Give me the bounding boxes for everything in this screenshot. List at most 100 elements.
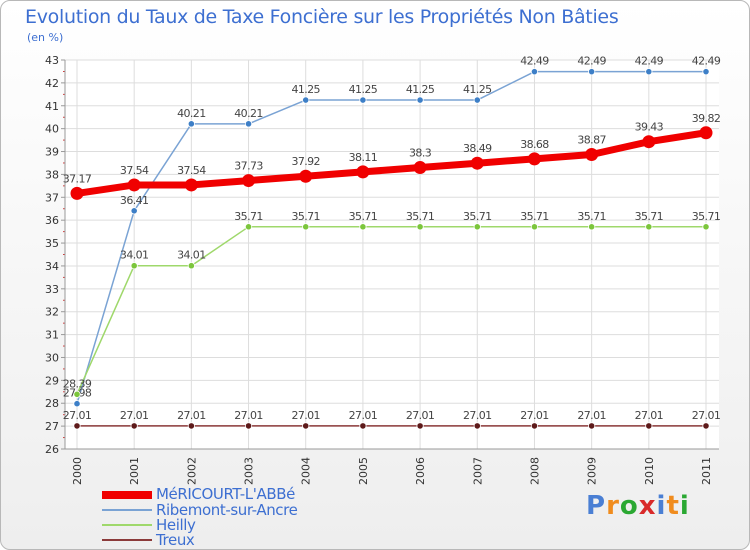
data-point [187, 120, 195, 128]
data-label: 42.49 [577, 55, 606, 68]
data-label: 35.71 [234, 210, 263, 223]
data-label: 34.01 [120, 249, 149, 262]
logo-letter: t [666, 491, 680, 521]
data-label: 38.3 [409, 147, 432, 160]
data-point [413, 161, 427, 175]
y-tick-label: 32 [45, 306, 59, 319]
legend-label-heilly: Heilly [156, 516, 196, 534]
legend-swatch-treux [102, 539, 152, 541]
data-label: 27.01 [349, 409, 378, 422]
data-point [359, 96, 367, 104]
data-label: 41.25 [463, 83, 492, 96]
chart-unit-label: (en %) [27, 31, 64, 44]
data-label: 37.54 [177, 164, 206, 177]
x-tick-label: 2005 [357, 457, 370, 485]
logo-letter: i [679, 491, 690, 521]
data-label: 37.92 [291, 155, 320, 168]
data-point [73, 422, 81, 430]
legend-swatch-heilly [102, 524, 152, 526]
chart-title: Evolution du Taux de Taxe Foncière sur l… [25, 6, 619, 28]
data-label: 38.68 [520, 138, 549, 151]
data-point [359, 422, 367, 430]
data-label: 27.01 [577, 409, 606, 422]
data-point [130, 422, 138, 430]
data-point [470, 156, 484, 170]
data-point [585, 148, 599, 162]
logo-letter: r [606, 491, 620, 521]
data-point [127, 178, 141, 192]
y-tick-label: 36 [45, 214, 59, 227]
data-point [702, 422, 710, 430]
data-point [416, 96, 424, 104]
data-label: 35.71 [635, 210, 664, 223]
data-point [645, 223, 653, 231]
data-point [130, 262, 138, 270]
data-point [416, 223, 424, 231]
data-label: 34.01 [177, 249, 206, 262]
y-tick-label: 42 [45, 77, 59, 90]
data-point [702, 68, 710, 76]
y-tick-label: 43 [45, 54, 59, 67]
data-point [642, 135, 656, 149]
data-point [473, 422, 481, 430]
logo-letter: x [638, 491, 657, 521]
data-label: 35.71 [406, 210, 435, 223]
y-tick-label: 26 [45, 443, 59, 456]
y-tick-label: 34 [45, 260, 59, 273]
data-point [184, 178, 198, 192]
data-label: 37.54 [120, 164, 149, 177]
data-label: 35.71 [577, 210, 606, 223]
data-point [187, 422, 195, 430]
data-point [187, 262, 195, 270]
legend-swatch-mericourt [102, 491, 152, 499]
y-tick-label: 30 [45, 351, 59, 364]
data-label: 27.01 [520, 409, 549, 422]
data-point [302, 223, 310, 231]
data-label: 27.01 [120, 409, 149, 422]
data-label: 35.71 [463, 210, 492, 223]
x-tick-label: 2011 [700, 457, 713, 485]
legend-label-ribemont: Ribemont-sur-Ancre [156, 501, 298, 519]
data-label: 27.01 [63, 409, 92, 422]
data-label: 27.01 [635, 409, 664, 422]
data-label: 27.01 [692, 409, 721, 422]
data-point [299, 169, 313, 183]
legend-label-mericourt: MéRICOURT-L'ABBé [156, 485, 295, 503]
data-point [588, 68, 596, 76]
x-tick-label: 2006 [414, 457, 427, 485]
data-point [530, 223, 539, 231]
data-point [73, 390, 81, 398]
y-tick-label: 27 [45, 420, 59, 433]
data-point [302, 422, 310, 430]
y-tick-label: 37 [45, 191, 59, 204]
data-point [588, 422, 596, 430]
data-label: 35.71 [291, 210, 320, 223]
data-label: 38.87 [577, 134, 606, 147]
legend-swatch-ribemont [102, 509, 152, 511]
data-point [473, 223, 481, 231]
x-tick-label: 2010 [643, 457, 656, 485]
data-point [588, 223, 596, 231]
data-point [302, 96, 310, 104]
logo-letter: o [619, 491, 639, 521]
data-label: 35.71 [520, 210, 549, 223]
y-tick-label: 40 [45, 123, 59, 136]
data-point [70, 186, 84, 200]
data-point [242, 174, 256, 188]
data-point [356, 165, 370, 179]
y-tick-label: 28 [45, 397, 59, 410]
x-tick-label: 2003 [243, 457, 256, 485]
data-label: 42.49 [692, 55, 721, 68]
data-point [73, 400, 81, 408]
proxiti-logo: Proxiti [586, 491, 690, 521]
data-label: 41.25 [291, 83, 320, 96]
data-point [699, 126, 713, 140]
data-label: 38.49 [463, 142, 492, 155]
series-line [76, 226, 707, 396]
data-label: 27.01 [177, 409, 206, 422]
data-point [359, 223, 367, 231]
plot-area [65, 60, 719, 449]
data-point [244, 223, 253, 231]
